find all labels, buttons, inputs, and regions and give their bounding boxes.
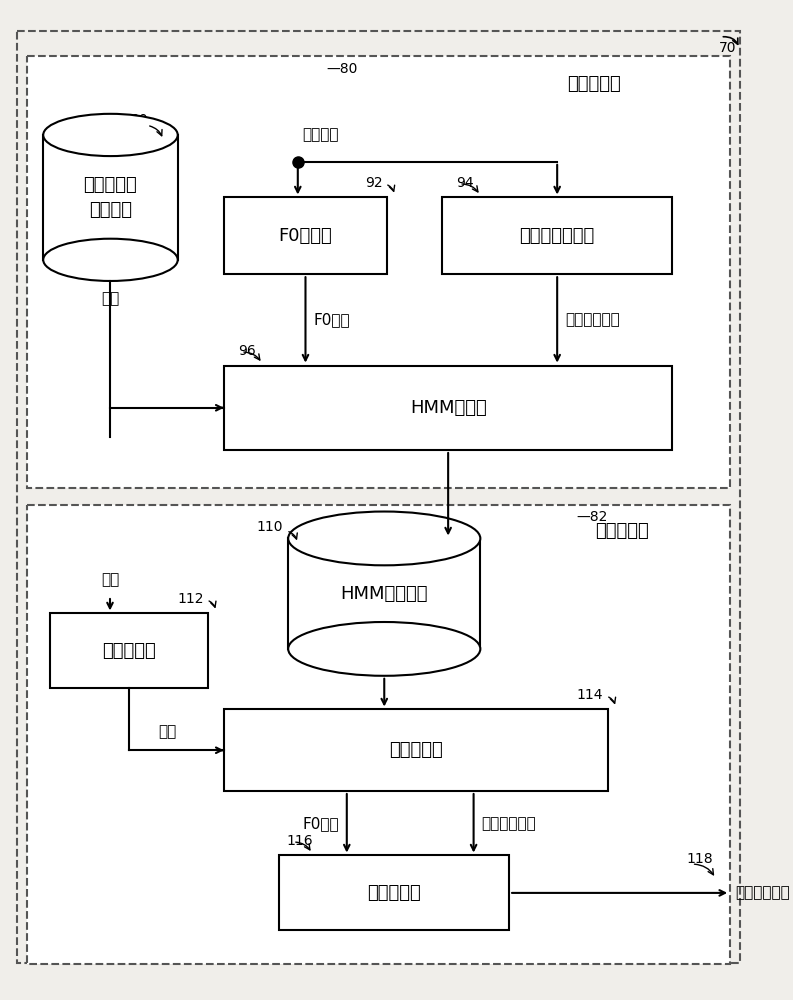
Ellipse shape xyxy=(44,239,178,281)
Bar xyxy=(50,613,209,688)
Text: F0轮廓: F0轮廓 xyxy=(302,816,339,831)
Text: 参数生成部: 参数生成部 xyxy=(389,741,442,759)
Ellipse shape xyxy=(44,114,178,156)
Text: 文本解析部: 文本解析部 xyxy=(102,642,156,660)
Text: 92: 92 xyxy=(365,176,382,190)
Text: 90: 90 xyxy=(130,113,147,127)
Text: F0提取部: F0提取部 xyxy=(278,227,332,245)
Bar xyxy=(288,538,481,649)
Bar xyxy=(224,709,608,791)
Bar xyxy=(224,366,672,450)
Text: HMM存储装置: HMM存储装置 xyxy=(340,585,428,603)
Bar xyxy=(44,135,178,260)
Text: —80: —80 xyxy=(327,62,358,76)
Bar xyxy=(442,197,672,274)
Ellipse shape xyxy=(288,622,481,676)
Bar xyxy=(27,56,730,488)
Text: F0轮廓: F0轮廓 xyxy=(313,312,350,327)
Text: 声音语料库
存储装置: 声音语料库 存储装置 xyxy=(83,176,137,219)
Text: —82: —82 xyxy=(577,510,607,524)
Text: 文本: 文本 xyxy=(101,572,119,587)
Text: 模型学习部: 模型学习部 xyxy=(567,75,621,93)
Text: 声音信号: 声音信号 xyxy=(303,128,339,143)
Text: 标签: 标签 xyxy=(102,291,120,306)
Text: 110: 110 xyxy=(257,520,283,534)
Text: 70: 70 xyxy=(718,41,736,55)
Text: 合成声音信号: 合成声音信号 xyxy=(735,885,790,900)
Text: 声音合成部: 声音合成部 xyxy=(596,522,649,540)
Text: 标签: 标签 xyxy=(158,724,176,739)
Text: 114: 114 xyxy=(577,688,603,702)
Text: 梅尔倒谱参数: 梅尔倒谱参数 xyxy=(481,816,536,831)
Text: 声音合成器: 声音合成器 xyxy=(367,884,421,902)
Text: 116: 116 xyxy=(286,834,313,848)
Text: HMM学习部: HMM学习部 xyxy=(410,399,487,417)
Ellipse shape xyxy=(288,512,481,565)
Text: 频谱参数提取部: 频谱参数提取部 xyxy=(519,227,595,245)
Bar xyxy=(278,855,509,930)
Text: 96: 96 xyxy=(238,344,256,358)
Text: 112: 112 xyxy=(177,592,204,606)
Text: 94: 94 xyxy=(456,176,474,190)
Text: 118: 118 xyxy=(687,852,714,866)
Bar xyxy=(27,505,730,964)
Bar xyxy=(224,197,387,274)
Text: 梅尔倒谱参数: 梅尔倒谱参数 xyxy=(565,312,619,327)
